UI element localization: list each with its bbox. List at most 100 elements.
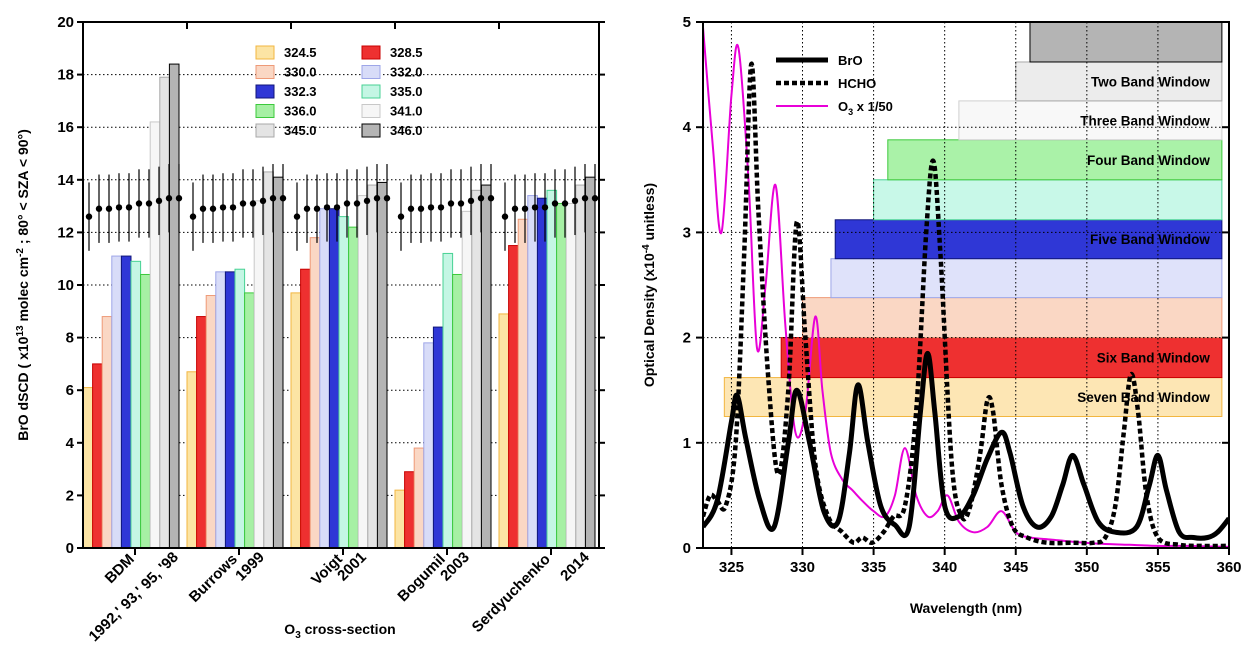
data-point — [477, 195, 485, 202]
y-tick-label: 3 — [683, 224, 691, 241]
data-point — [521, 205, 529, 212]
bar — [575, 184, 586, 549]
bar — [546, 189, 558, 549]
data-point — [293, 213, 301, 220]
legend-swatch — [361, 84, 381, 99]
data-point — [571, 197, 579, 205]
x-tick-label: 360 — [1216, 559, 1241, 576]
x-tick-label: 340 — [932, 559, 957, 576]
line-x-axis-label: Wavelength (nm) — [910, 600, 1022, 616]
bar — [338, 216, 350, 549]
y-tick-label: 1 — [683, 435, 691, 452]
bar — [186, 371, 198, 549]
bar — [394, 489, 406, 549]
data-point — [417, 205, 425, 212]
bar — [290, 292, 302, 549]
bar — [224, 271, 236, 549]
bar — [536, 197, 548, 549]
bar — [215, 271, 226, 549]
category-label: Serdyuchenko — [469, 551, 554, 636]
legend-swatch — [361, 123, 381, 138]
x-tick-label: 350 — [1074, 559, 1099, 576]
bar — [367, 184, 378, 549]
y-tick-label: 8 — [66, 330, 74, 347]
data-point — [383, 195, 391, 202]
bar — [480, 184, 492, 549]
data-point — [259, 197, 267, 205]
data-point — [343, 200, 351, 207]
data-point — [447, 200, 455, 207]
category-label: Burrows — [186, 551, 241, 606]
legend-label: 324.5 — [284, 45, 317, 60]
legend-swatch — [255, 123, 275, 138]
data-point — [165, 195, 173, 202]
bar — [498, 313, 510, 549]
data-point — [353, 200, 361, 207]
data-point — [467, 197, 475, 205]
band-window-label: Three Band Window — [1080, 113, 1210, 128]
category-label: Bogumil — [394, 551, 448, 605]
data-point — [407, 205, 415, 212]
data-point — [135, 200, 143, 207]
series-line — [703, 350, 1229, 541]
bar — [300, 268, 311, 549]
bar — [140, 273, 151, 549]
y-tick-label: 10 — [57, 277, 74, 294]
bar — [244, 292, 255, 549]
band-window — [958, 100, 1223, 141]
bar — [348, 226, 359, 549]
x-tick-label: 355 — [1145, 559, 1170, 576]
x-tick-label: 325 — [719, 559, 744, 576]
data-point — [125, 204, 133, 211]
category-label: BDM — [102, 551, 138, 587]
data-point — [303, 205, 311, 212]
bar — [584, 176, 596, 549]
category-year-label: 2001 — [334, 549, 370, 585]
band-window-label: Seven Band Window — [1077, 390, 1210, 405]
data-point — [561, 200, 569, 207]
y-tick-label: 2 — [683, 330, 691, 347]
band-window-label: Five Band Window — [1090, 232, 1210, 247]
bar — [101, 316, 113, 549]
data-point — [105, 205, 113, 212]
legend-swatch — [255, 104, 275, 118]
y-tick-label: 0 — [66, 540, 74, 557]
data-point — [427, 204, 435, 211]
y-tick-label: 16 — [57, 119, 74, 136]
data-point — [239, 200, 247, 207]
legend-label: 341.0 — [390, 104, 423, 119]
bar — [517, 218, 529, 549]
data-point — [189, 213, 197, 220]
data-point — [229, 204, 237, 211]
bar — [159, 76, 170, 549]
legend-swatch — [255, 65, 275, 79]
bar — [253, 200, 265, 549]
band-window-label: Two Band Window — [1091, 74, 1210, 89]
category-year-label: 1999 — [232, 549, 268, 585]
bar — [272, 176, 284, 549]
legend-label: 345.0 — [284, 123, 317, 138]
data-point — [85, 213, 93, 220]
x-tick-label: 345 — [1003, 559, 1028, 576]
data-point — [541, 204, 549, 211]
bar — [432, 326, 444, 549]
data-point — [581, 195, 589, 202]
legend-swatch — [255, 84, 275, 99]
series-line — [703, 61, 1229, 548]
bar — [319, 208, 330, 549]
data-point — [551, 200, 559, 207]
y-tick-label: 5 — [683, 14, 691, 31]
data-point — [219, 204, 227, 211]
y-tick-label: 6 — [66, 382, 74, 399]
data-point — [175, 195, 183, 202]
data-point — [115, 204, 123, 211]
x-tick-label: 335 — [861, 559, 886, 576]
bar — [565, 202, 577, 549]
bar — [130, 260, 142, 549]
legend-swatch — [361, 104, 381, 118]
legend-label: 346.0 — [390, 123, 423, 138]
bar — [508, 245, 519, 549]
data-point — [333, 204, 341, 211]
data-point — [363, 197, 371, 205]
bar — [111, 255, 122, 549]
